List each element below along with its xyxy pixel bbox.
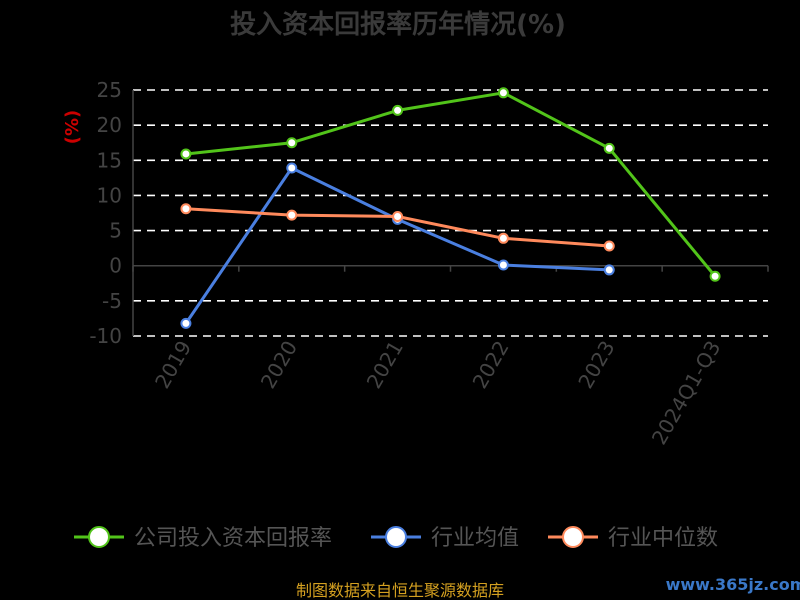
series-lines [180,87,721,329]
y-tick-label: -10 [89,324,122,348]
legend: 公司投入资本回报率 行业均值 行业中位数 [74,526,718,551]
y-tick-label: 10 [97,183,122,207]
data-point [180,203,192,215]
y-tick-labels: 25 20 15 10 5 0 -5 -10 [89,78,122,348]
data-point [497,259,509,271]
y-tick-label: 5 [109,219,122,243]
chart-title: 投入资本回报率历年情况(%) [230,9,566,40]
data-point [286,137,298,149]
data-point [497,232,509,244]
data-point [392,211,404,223]
grid-lines [133,89,768,337]
data-point [392,104,404,116]
y-tick-label: 25 [97,78,122,102]
source-note: 制图数据来自恒生聚源数据库 [296,581,504,600]
data-point [286,209,298,221]
legend-label: 行业中位数 [608,526,718,551]
legend-marker [562,526,584,548]
legend-item-1[interactable]: 行业均值 [371,526,519,551]
legend-label: 行业均值 [431,526,519,551]
watermark: www.365jz.com [666,575,800,594]
x-axis: 2019 2020 2021 2022 2023 2024Q1-Q3 [132,90,769,449]
x-tick-label: 2024Q1-Q3 [647,337,726,449]
series-line-1 [184,166,610,325]
y-axis-label: (%) [62,110,83,145]
legend-label: 公司投入资本回报率 [134,526,332,551]
data-point [709,270,721,282]
y-tick-label: 20 [97,113,122,137]
data-point [286,162,298,174]
x-tick-label: 2021 [362,337,408,393]
legend-marker [88,526,110,548]
x-tick-label: 2019 [150,337,196,393]
data-point [180,317,192,329]
y-tick-label: 0 [109,254,122,278]
x-tick-label: 2022 [468,336,514,392]
y-tick-label: -5 [102,289,122,313]
data-point [603,142,615,154]
data-point [603,240,615,252]
y-tick-label: 15 [97,148,122,172]
x-tick-label: 2020 [256,337,302,393]
legend-item-0[interactable]: 公司投入资本回报率 [74,526,332,551]
data-point [180,148,192,160]
series-line-0 [185,91,717,278]
legend-marker [385,526,407,548]
data-point [497,87,509,99]
legend-item-2[interactable]: 行业中位数 [548,526,718,551]
x-tick-label: 2023 [573,337,619,393]
data-point [603,264,615,276]
